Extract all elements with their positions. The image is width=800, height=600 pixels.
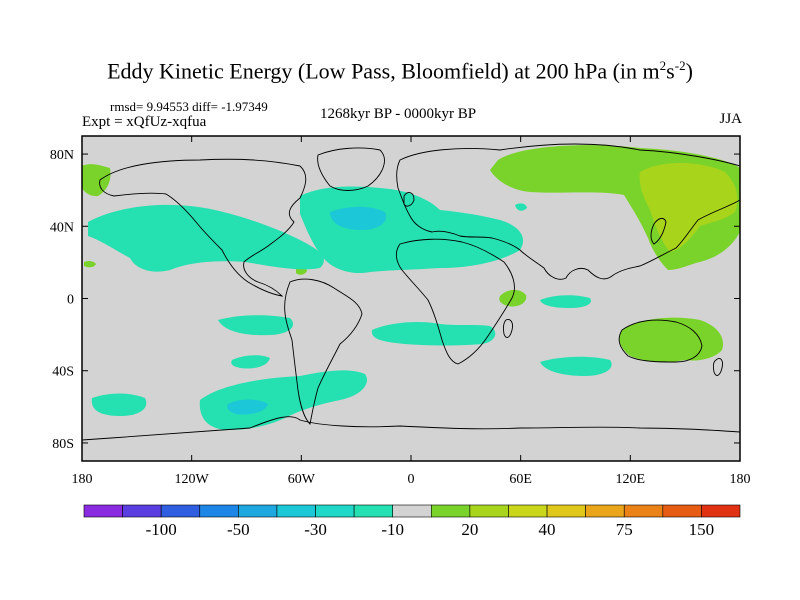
coastline-australia: [618, 319, 703, 363]
anomaly-region-neg: [540, 295, 591, 308]
colorbar-label: 150: [689, 520, 715, 539]
colorbar-swatch: [701, 504, 741, 518]
colorbar-swatch: [623, 504, 664, 518]
coastline-japan: [650, 217, 667, 245]
colorbar-label: -50: [227, 520, 250, 539]
colorbar-swatch: [83, 504, 123, 518]
y-tick-label: 80S: [52, 437, 74, 452]
colorbar-swatch: [430, 504, 471, 518]
period-label: 1268kyr BP - 0000kyr BP: [320, 106, 477, 122]
y-tick-label: 40S: [52, 365, 74, 380]
colorbar-swatch: [662, 504, 702, 518]
y-tick-label: 80N: [50, 148, 74, 163]
anomaly-region-neg: [515, 203, 527, 211]
anomaly-region-neg: [91, 393, 147, 416]
anomaly-region-neg-strong: [330, 206, 387, 230]
coastline-new-zealand: [712, 357, 723, 376]
x-tick-label: 180: [730, 472, 751, 487]
stats-text: rmsd= 9.94553 diff= -1.97349: [110, 99, 268, 114]
colorbar-label: 40: [539, 520, 556, 539]
y-axis-labels: 80N 40N 0 40S 80S: [50, 148, 74, 452]
plot-title: Eddy Kinetic Energy (Low Pass, Bloomfiel…: [107, 58, 693, 84]
colorbar: -100 -50 -30 -10 20 40 75 150: [83, 504, 741, 539]
y-tick-label: 0: [67, 293, 74, 308]
colorbar-swatch: [585, 504, 625, 518]
coastline-eurasia: [396, 143, 740, 280]
colorbar-swatch: [508, 504, 548, 518]
coastline-africa: [395, 238, 515, 365]
colorbar-label: 20: [461, 520, 478, 539]
axis-ticks: [81, 136, 741, 461]
y-tick-label: 40N: [50, 220, 74, 235]
x-tick-label: 60W: [288, 472, 316, 487]
x-tick-label: 120W: [175, 472, 210, 487]
coastline-madagascar: [502, 319, 513, 338]
coastline-south-america: [284, 278, 363, 425]
colorbar-label: 75: [616, 520, 633, 539]
x-tick-label: 0: [408, 472, 415, 487]
anomaly-region-neg-strong: [227, 399, 268, 415]
colorbar-swatch: [276, 504, 316, 518]
anomaly-region-neg: [88, 204, 324, 272]
anomaly-region-neg: [199, 370, 368, 430]
anomaly-region-neg: [218, 315, 294, 336]
anomaly-region-pos: [84, 260, 96, 268]
colorbar-swatch: [392, 504, 432, 518]
x-axis-labels: 180 120W 60W 0 60E 120E 180: [72, 472, 751, 487]
colorbar-swatch: [315, 504, 355, 518]
anomaly-shading: [82, 145, 740, 430]
anomaly-region-neg: [371, 322, 496, 346]
colorbar-label: -10: [381, 520, 404, 539]
x-tick-label: 120E: [616, 472, 646, 487]
x-tick-label: 180: [72, 472, 93, 487]
coastline-north-america: [99, 158, 307, 297]
experiment-label: Expt = xQfUz-xqfua: [82, 114, 207, 130]
season-label: JJA: [719, 111, 742, 127]
colorbar-label: -100: [146, 520, 177, 539]
coastline-antarctica: [82, 416, 740, 441]
colorbar-swatch: [469, 504, 509, 518]
colorbar-swatch: [238, 504, 278, 518]
colorbar-swatch: [353, 504, 394, 518]
coastlines: [82, 143, 740, 441]
colorbar-swatch: [546, 504, 586, 518]
anomaly-region-neg: [540, 356, 612, 376]
anomaly-region-pos: [619, 317, 724, 363]
coastline-greenland: [317, 147, 385, 191]
colorbar-swatch: [199, 504, 239, 518]
coastline-uk: [403, 192, 415, 207]
colorbar-swatch: [160, 504, 201, 518]
anomaly-region-pos: [82, 164, 111, 197]
anomaly-region-neg: [231, 355, 270, 369]
anomaly-region-pos: [499, 289, 527, 307]
x-tick-label: 60E: [509, 472, 532, 487]
colorbar-swatch: [122, 504, 162, 518]
colorbar-label: -30: [304, 520, 327, 539]
